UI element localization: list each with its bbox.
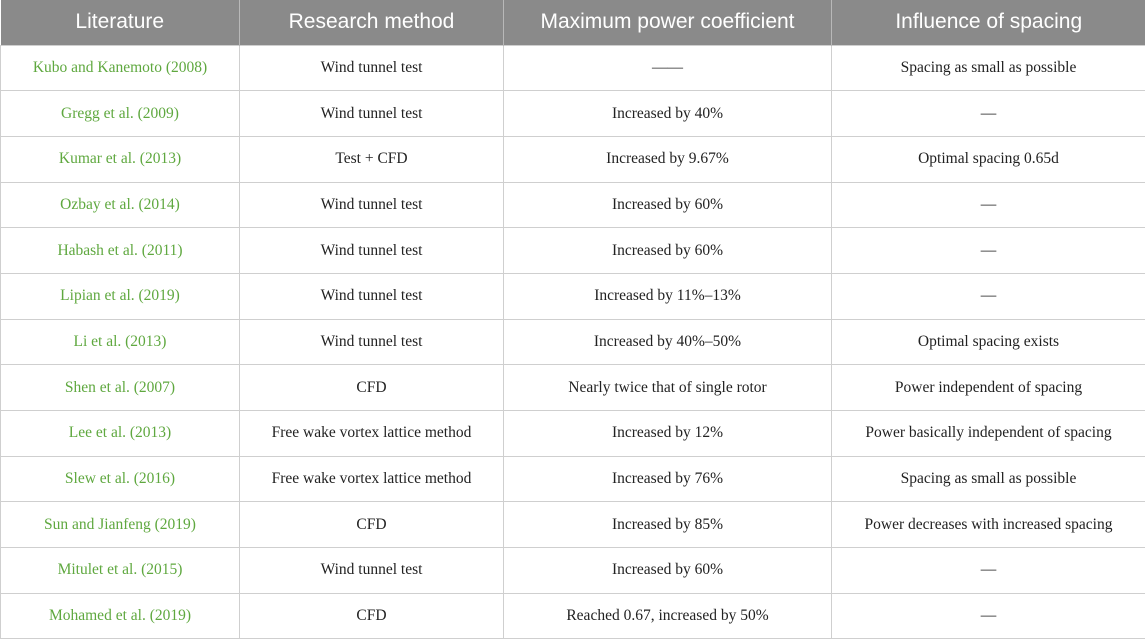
literature-link[interactable]: Gregg et al. (2009) bbox=[0, 90, 240, 137]
research-method-cell: CFD bbox=[239, 501, 504, 549]
literature-link[interactable]: Lipian et al. (2019) bbox=[0, 272, 240, 320]
research-method-cell: Wind tunnel test bbox=[239, 181, 504, 229]
table-row: Kubo and Kanemoto (2008) Wind tunnel test… bbox=[0, 44, 1145, 92]
spacing-influence-cell: Power decreases with increased spacing bbox=[831, 501, 1145, 549]
spacing-influence-cell: Power basically independent of spacing bbox=[831, 410, 1145, 457]
table-row: Kumar et al. (2013) Test + CFD Increased b… bbox=[0, 135, 1145, 183]
power-coefficient-cell: Increased by 9.67% bbox=[503, 135, 832, 183]
spacing-influence-cell: — bbox=[831, 90, 1145, 137]
header-row: Literature Research method Maximum power… bbox=[0, 0, 1145, 45]
table-row: Mohamed et al. (2019) CFD Reached 0.67, in… bbox=[0, 592, 1145, 640]
power-coefficient-cell: Increased by 40% bbox=[503, 90, 832, 137]
power-coefficient-cell: Increased by 11%–13% bbox=[503, 272, 832, 320]
header-research-method: Research method bbox=[239, 0, 504, 45]
power-coefficient-cell: Increased by 60% bbox=[503, 181, 832, 229]
power-coefficient-cell: Increased by 85% bbox=[503, 501, 832, 549]
research-method-cell: Wind tunnel test bbox=[239, 44, 504, 92]
literature-link[interactable]: Ozbay et al. (2014) bbox=[0, 181, 240, 229]
literature-link[interactable]: Habash et al. (2011) bbox=[0, 227, 240, 274]
research-method-cell: Wind tunnel test bbox=[239, 227, 504, 274]
spacing-influence-cell: — bbox=[831, 181, 1145, 229]
power-coefficient-cell: Reached 0.67, increased by 50% bbox=[503, 592, 832, 640]
research-method-cell: Wind tunnel test bbox=[239, 90, 504, 137]
power-coefficient-cell: Nearly twice that of single rotor bbox=[503, 364, 832, 411]
spacing-influence-cell: — bbox=[831, 272, 1145, 320]
research-method-cell: Test + CFD bbox=[239, 135, 504, 183]
literature-link[interactable]: Slew et al. (2016) bbox=[0, 455, 240, 503]
literature-link[interactable]: Lee et al. (2013) bbox=[0, 410, 240, 457]
header-influence-of-spacing: Influence of spacing bbox=[831, 0, 1145, 45]
power-coefficient-cell: —— bbox=[503, 44, 832, 92]
research-method-cell: CFD bbox=[239, 364, 504, 411]
table-row: Slew et al. (2016) Free wake vortex latti… bbox=[0, 455, 1145, 503]
header-max-power-coefficient: Maximum power coefficient bbox=[503, 0, 832, 45]
table-row: Gregg et al. (2009) Wind tunnel test Incre… bbox=[0, 90, 1145, 137]
spacing-influence-cell: Spacing as small as possible bbox=[831, 44, 1145, 92]
power-coefficient-cell: Increased by 60% bbox=[503, 547, 832, 594]
spacing-influence-cell: Optimal spacing 0.65d bbox=[831, 135, 1145, 183]
table-row: Lipian et al. (2019) Wind tunnel test Incr… bbox=[0, 272, 1145, 320]
spacing-influence-cell: — bbox=[831, 547, 1145, 594]
table-row: Ozbay et al. (2014) Wind tunnel test Incre… bbox=[0, 181, 1145, 229]
literature-link[interactable]: Kumar et al. (2013) bbox=[0, 135, 240, 183]
table-body: Kubo and Kanemoto (2008) Wind tunnel test… bbox=[0, 44, 1145, 640]
research-method-cell: Free wake vortex lattice method bbox=[239, 455, 504, 503]
table-row: Sun and Jianfeng (2019) CFD Increased by 8… bbox=[0, 501, 1145, 549]
literature-link[interactable]: Sun and Jianfeng (2019) bbox=[0, 501, 240, 549]
research-method-cell: CFD bbox=[239, 592, 504, 640]
research-method-cell: Wind tunnel test bbox=[239, 318, 504, 366]
table-row: Li et al. (2013) Wind tunnel test Increase… bbox=[0, 318, 1145, 366]
power-coefficient-cell: Increased by 76% bbox=[503, 455, 832, 503]
table-row: Lee et al. (2013) Free wake vortex lattic… bbox=[0, 410, 1145, 457]
spacing-influence-cell: Spacing as small as possible bbox=[831, 455, 1145, 503]
research-method-cell: Wind tunnel test bbox=[239, 547, 504, 594]
table-row: Shen et al. (2007) CFD Nearly twice that o… bbox=[0, 364, 1145, 411]
header-literature: Literature bbox=[0, 0, 240, 45]
table-row: Mitulet et al. (2015) Wind tunnel test Inc… bbox=[0, 547, 1145, 594]
literature-link[interactable]: Li et al. (2013) bbox=[0, 318, 240, 366]
spacing-influence-cell: Optimal spacing exists bbox=[831, 318, 1145, 366]
research-method-cell: Wind tunnel test bbox=[239, 272, 504, 320]
research-method-cell: Free wake vortex lattice method bbox=[239, 410, 504, 457]
power-coefficient-cell: Increased by 12% bbox=[503, 410, 832, 457]
table-row: Habash et al. (2011) Wind tunnel test Incr… bbox=[0, 227, 1145, 274]
literature-link[interactable]: Shen et al. (2007) bbox=[0, 364, 240, 411]
literature-link[interactable]: Kubo and Kanemoto (2008) bbox=[0, 44, 240, 92]
table-header: Literature Research method Maximum power… bbox=[0, 0, 1145, 45]
power-coefficient-cell: Increased by 60% bbox=[503, 227, 832, 274]
spacing-influence-cell: — bbox=[831, 592, 1145, 640]
literature-link[interactable]: Mitulet et al. (2015) bbox=[0, 547, 240, 594]
spacing-influence-cell: — bbox=[831, 227, 1145, 274]
spacing-influence-cell: Power independent of spacing bbox=[831, 364, 1145, 411]
literature-link[interactable]: Mohamed et al. (2019) bbox=[0, 592, 240, 640]
power-coefficient-cell: Increased by 40%–50% bbox=[503, 318, 832, 366]
